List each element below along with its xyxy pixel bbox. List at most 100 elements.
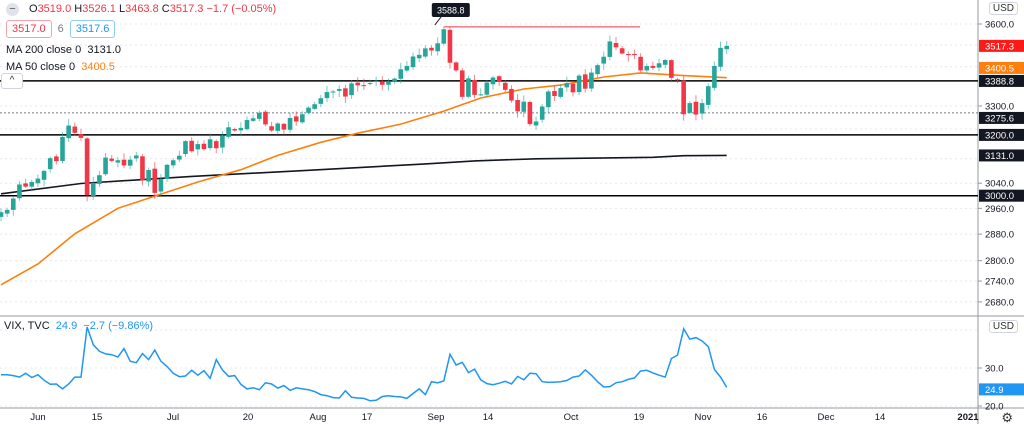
minus-icon[interactable]: − — [6, 2, 19, 16]
candle-body — [250, 118, 256, 121]
candle-body — [109, 158, 114, 161]
ma50-legend[interactable]: MA 50 close 0 3400.5 — [6, 60, 276, 74]
candle-body — [257, 112, 262, 119]
candle-body — [330, 91, 336, 93]
chevron-up-icon: ^ — [9, 75, 15, 86]
ma200-label: MA 200 close 0 — [6, 44, 82, 56]
candle-body — [170, 160, 176, 166]
candle-body — [17, 184, 22, 199]
candle-body — [343, 88, 348, 97]
candle-body — [275, 123, 281, 131]
last-price-tag-bg — [979, 39, 1024, 52]
level-price-tag-bg — [979, 189, 1024, 202]
vix-legend: VIX, TVC 24.9 −2.7 (−9.86%) — [4, 320, 153, 332]
currency-button[interactable]: USD — [988, 2, 1018, 15]
candle-body — [121, 159, 127, 166]
candle-body — [300, 114, 305, 123]
candle-body — [293, 116, 299, 122]
candle-body — [404, 65, 410, 71]
candle-body — [650, 65, 656, 68]
candle-body — [158, 179, 164, 192]
last-price-tag: 3517.3 — [985, 41, 1014, 52]
candle-body — [183, 141, 188, 155]
sell-button[interactable]: 3517.0 — [6, 20, 52, 38]
candle-body — [78, 134, 84, 138]
time-tick-label: Oct — [564, 412, 579, 423]
candle-body — [601, 56, 606, 64]
price-tick-label: 3600.0 — [985, 20, 1014, 31]
ma200-legend[interactable]: MA 200 close 0 3131.0 — [6, 43, 276, 57]
candle-body — [177, 155, 182, 160]
candle-body — [146, 169, 151, 182]
candle-body — [226, 127, 231, 137]
price-tick-label: 2880.0 — [985, 230, 1014, 241]
time-tick-label: Jul — [167, 412, 179, 423]
time-tick-label: Jun — [30, 412, 45, 423]
buy-button[interactable]: 3517.6 — [69, 20, 116, 38]
candle-body — [632, 53, 637, 56]
ma200-line — [0, 154, 727, 195]
high-label: H — [74, 3, 83, 15]
price-tick-label: 2680.0 — [985, 297, 1014, 308]
price-tick-label: 3040.0 — [985, 179, 1014, 190]
ma200-value: 3131.0 — [87, 44, 121, 56]
candle-body — [619, 48, 625, 54]
vix-line — [1, 326, 728, 402]
candle-body — [416, 54, 422, 59]
candle-body — [232, 129, 237, 131]
candle-body — [41, 170, 47, 180]
candle-body — [318, 98, 324, 104]
candle-body — [712, 65, 717, 88]
time-tick-label: 17 — [362, 412, 373, 423]
candle-body — [35, 178, 41, 184]
candle-body — [90, 182, 96, 197]
level-price-tag: 3275.6 — [985, 113, 1014, 124]
level-price-tag-bg — [979, 74, 1024, 87]
candle-body — [466, 78, 471, 97]
vix-last-tag: 24.9 — [985, 385, 1004, 396]
candle-body — [0, 212, 4, 217]
candle-body — [564, 83, 570, 88]
candle-body — [435, 43, 440, 52]
candle-body — [386, 81, 391, 85]
time-tick-label: 16 — [757, 412, 768, 423]
candle-body — [509, 88, 514, 101]
time-tick-label: 19 — [634, 412, 645, 423]
ma200-price-tag-bg — [979, 149, 1024, 162]
candle-body — [201, 143, 207, 150]
time-tick-label: Sep — [428, 412, 445, 423]
candle-body — [11, 198, 16, 210]
candle-body — [213, 141, 219, 149]
candle-body — [281, 123, 287, 130]
ohlc-row: − O 3519.0 H 3526.1 L 3463.8 C 3517.3 −1.7 (… — [6, 2, 276, 16]
candle-body — [582, 74, 588, 89]
candle-body — [66, 125, 71, 139]
collapse-legend-button[interactable]: ^ — [1, 73, 23, 89]
open-value: 3519.0 — [37, 3, 72, 15]
candle-body — [539, 106, 545, 120]
candle-body — [269, 126, 274, 131]
high-value: 3526.1 — [82, 3, 116, 15]
candle-body — [220, 135, 225, 148]
candle-body — [398, 69, 404, 79]
candle-body — [478, 94, 483, 96]
candle-body — [306, 107, 311, 113]
candle-body — [134, 155, 139, 159]
candle-body — [453, 62, 459, 71]
vix-label: VIX, TVC — [4, 320, 50, 332]
settings-gear-icon[interactable]: ⚙ — [1001, 410, 1013, 425]
candle-body — [515, 100, 520, 112]
candle-body — [103, 157, 108, 175]
vix-currency-button[interactable]: USD — [988, 320, 1018, 333]
candle-body — [47, 158, 53, 170]
candle-body — [472, 80, 477, 95]
candle-body — [447, 29, 453, 63]
candles — [0, 26, 729, 221]
level-price-tag: 3388.8 — [985, 76, 1014, 87]
candle-body — [638, 56, 643, 71]
level-price-tag: 3200.0 — [985, 130, 1014, 141]
price-tick-label: 2740.0 — [985, 277, 1014, 288]
candle-body — [423, 48, 428, 57]
candle-body — [626, 54, 631, 56]
